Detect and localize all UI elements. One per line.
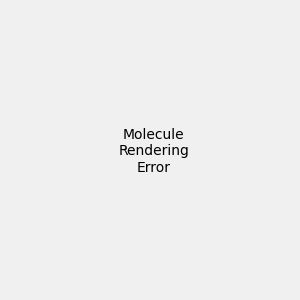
Text: Molecule
Rendering
Error: Molecule Rendering Error xyxy=(118,128,189,175)
